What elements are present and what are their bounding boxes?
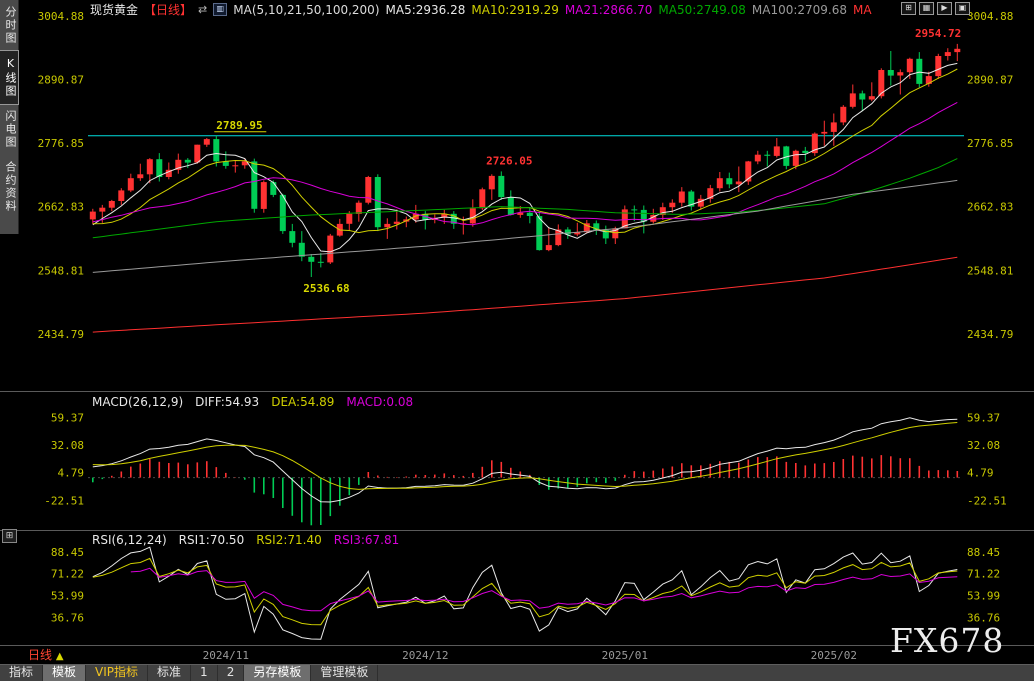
play-icon[interactable]: ▶ [937, 2, 952, 15]
ma50-value: MA50:2749.08 [658, 2, 746, 17]
svg-text:53.99: 53.99 [51, 590, 84, 603]
svg-text:2662.83: 2662.83 [38, 201, 84, 214]
axis-labels: 3004.88 3004.88 2890.87 2890.87 2776.85 2776.… [38, 10, 1014, 624]
fx678-watermark: FX678 [890, 621, 1005, 660]
svg-text:2776.85: 2776.85 [38, 137, 84, 150]
svg-text:2954.72: 2954.72 [915, 27, 961, 40]
tab-standard[interactable]: 标准 [148, 665, 192, 681]
svg-text:4.79: 4.79 [967, 467, 994, 480]
chart-type-sidebar: 分时图 K线图 闪电图 合约资料 [0, 0, 19, 234]
rsi-params-label[interactable]: RSI(6,12,24) [92, 533, 167, 547]
macd-lines [92, 417, 958, 503]
period-up-arrow-icon: ▲ [55, 651, 64, 662]
ma5-value: MA5:2936.28 [385, 2, 466, 17]
svg-text:2024/11: 2024/11 [203, 649, 249, 662]
sidebar-item-contract-info[interactable]: 合约资料 [4, 161, 17, 213]
svg-text:2890.87: 2890.87 [38, 74, 84, 87]
rsi3-value: RSI3:67.81 [333, 533, 400, 547]
panel-separators [0, 391, 1034, 646]
svg-text:3004.88: 3004.88 [38, 10, 84, 23]
svg-text:3004.88: 3004.88 [967, 10, 1013, 23]
multi-panel-icon[interactable]: ▦ [919, 2, 934, 15]
swap-icon[interactable]: ⇄ [198, 3, 208, 16]
svg-text:88.45: 88.45 [967, 546, 1000, 559]
macd-histogram [92, 455, 959, 526]
month-axis-labels: 2024/11 2024/12 2025/01 2025/02 [203, 649, 857, 662]
svg-text:2726.05: 2726.05 [486, 154, 532, 167]
ma200-value-truncated: MA [853, 2, 872, 17]
tab-manage-templates[interactable]: 管理模板 [311, 665, 379, 681]
tab-template-2[interactable]: 2 [218, 665, 245, 681]
window-control-icons: ⊞ ▦ ▶ ▣ [901, 2, 970, 15]
macd-indicator-header: MACD(26,12,9) DIFF:54.93 DEA:54.89 MACD:… [92, 395, 413, 409]
macd-bar-value: MACD:0.08 [346, 395, 414, 409]
svg-text:2434.79: 2434.79 [967, 328, 1013, 341]
candlestick-series [89, 43, 961, 277]
tile-windows-icon[interactable]: ▣ [955, 2, 970, 15]
macd-params-label[interactable]: MACD(26,12,9) [92, 395, 184, 409]
svg-text:59.37: 59.37 [51, 412, 84, 425]
svg-text:59.37: 59.37 [967, 412, 1000, 425]
bottom-tab-bar: 指标 模板 VIP指标 标准 1 2 另存模板 管理模板 [0, 664, 1034, 681]
tab-template-1[interactable]: 1 [191, 665, 218, 681]
ma10-value: MA10:2919.29 [471, 2, 559, 17]
rsi2-value: RSI2:71.40 [256, 533, 322, 547]
period-indicator[interactable]: 日线 ▲ [28, 646, 64, 663]
svg-text:88.45: 88.45 [51, 546, 84, 559]
svg-text:2025/02: 2025/02 [811, 649, 857, 662]
sidebar-item-lightning-chart[interactable]: 闪电图 [4, 110, 17, 149]
chart-canvas[interactable]: 3004.88 3004.88 2890.87 2890.87 2776.85 2776.… [0, 0, 1034, 664]
rsi1-value: RSI1:70.50 [178, 533, 245, 547]
macd-dea-value: DEA:54.89 [271, 395, 335, 409]
svg-text:71.22: 71.22 [967, 568, 1000, 581]
chart-header: 现货黄金 【日线】 ⇄ ▥ MA(5,10,21,50,100,200) MA5… [90, 2, 872, 18]
panel-toggle-icon[interactable]: ⊞ [2, 529, 17, 543]
svg-text:2662.83: 2662.83 [967, 201, 1013, 214]
tab-templates[interactable]: 模板 [43, 665, 87, 681]
svg-text:2890.87: 2890.87 [967, 74, 1013, 87]
svg-text:71.22: 71.22 [51, 568, 84, 581]
macd-diff-value: DIFF:54.93 [195, 395, 260, 409]
svg-text:-22.51: -22.51 [44, 494, 84, 507]
svg-text:53.99: 53.99 [967, 590, 1000, 603]
price-annotations: 2789.95 2536.68 2726.05 2954.72 [214, 27, 961, 295]
svg-text:36.76: 36.76 [967, 611, 1000, 624]
sidebar-item-kline-chart[interactable]: K线图 [0, 50, 19, 105]
ma-settings-icon[interactable]: ▥ [213, 3, 228, 16]
instrument-title: 现货黄金 [90, 3, 139, 17]
rsi-lines [92, 546, 958, 640]
svg-text:2025/01: 2025/01 [602, 649, 648, 662]
ma100-value: MA100:2709.68 [751, 2, 848, 17]
svg-text:4.79: 4.79 [58, 467, 85, 480]
tab-save-template[interactable]: 另存模板 [244, 665, 312, 681]
svg-text:32.08: 32.08 [967, 439, 1000, 452]
svg-text:2789.95: 2789.95 [216, 119, 262, 132]
tab-vip-indicators[interactable]: VIP指标 [86, 665, 149, 681]
svg-text:2548.81: 2548.81 [967, 264, 1013, 277]
svg-text:36.76: 36.76 [51, 611, 84, 624]
svg-text:2548.81: 2548.81 [38, 264, 84, 277]
ma-lines [92, 62, 958, 333]
ma21-value: MA21:2866.70 [564, 2, 653, 17]
svg-text:2024/12: 2024/12 [402, 649, 448, 662]
period-label: 日线 [28, 648, 53, 662]
svg-text:2536.68: 2536.68 [303, 282, 349, 295]
svg-text:32.08: 32.08 [51, 439, 84, 452]
svg-text:2434.79: 2434.79 [38, 328, 84, 341]
svg-text:2776.85: 2776.85 [967, 137, 1013, 150]
sidebar-item-time-chart[interactable]: 分时图 [4, 6, 17, 45]
period-tag[interactable]: 【日线】 [144, 3, 193, 17]
svg-text:-22.51: -22.51 [967, 494, 1007, 507]
grid-view-icon[interactable]: ⊞ [901, 2, 916, 15]
ma-params-label: MA(5,10,21,50,100,200) [233, 2, 380, 17]
tab-indicators[interactable]: 指标 [0, 665, 44, 681]
rsi-indicator-header: RSI(6,12,24) RSI1:70.50 RSI2:71.40 RSI3:… [92, 533, 399, 547]
